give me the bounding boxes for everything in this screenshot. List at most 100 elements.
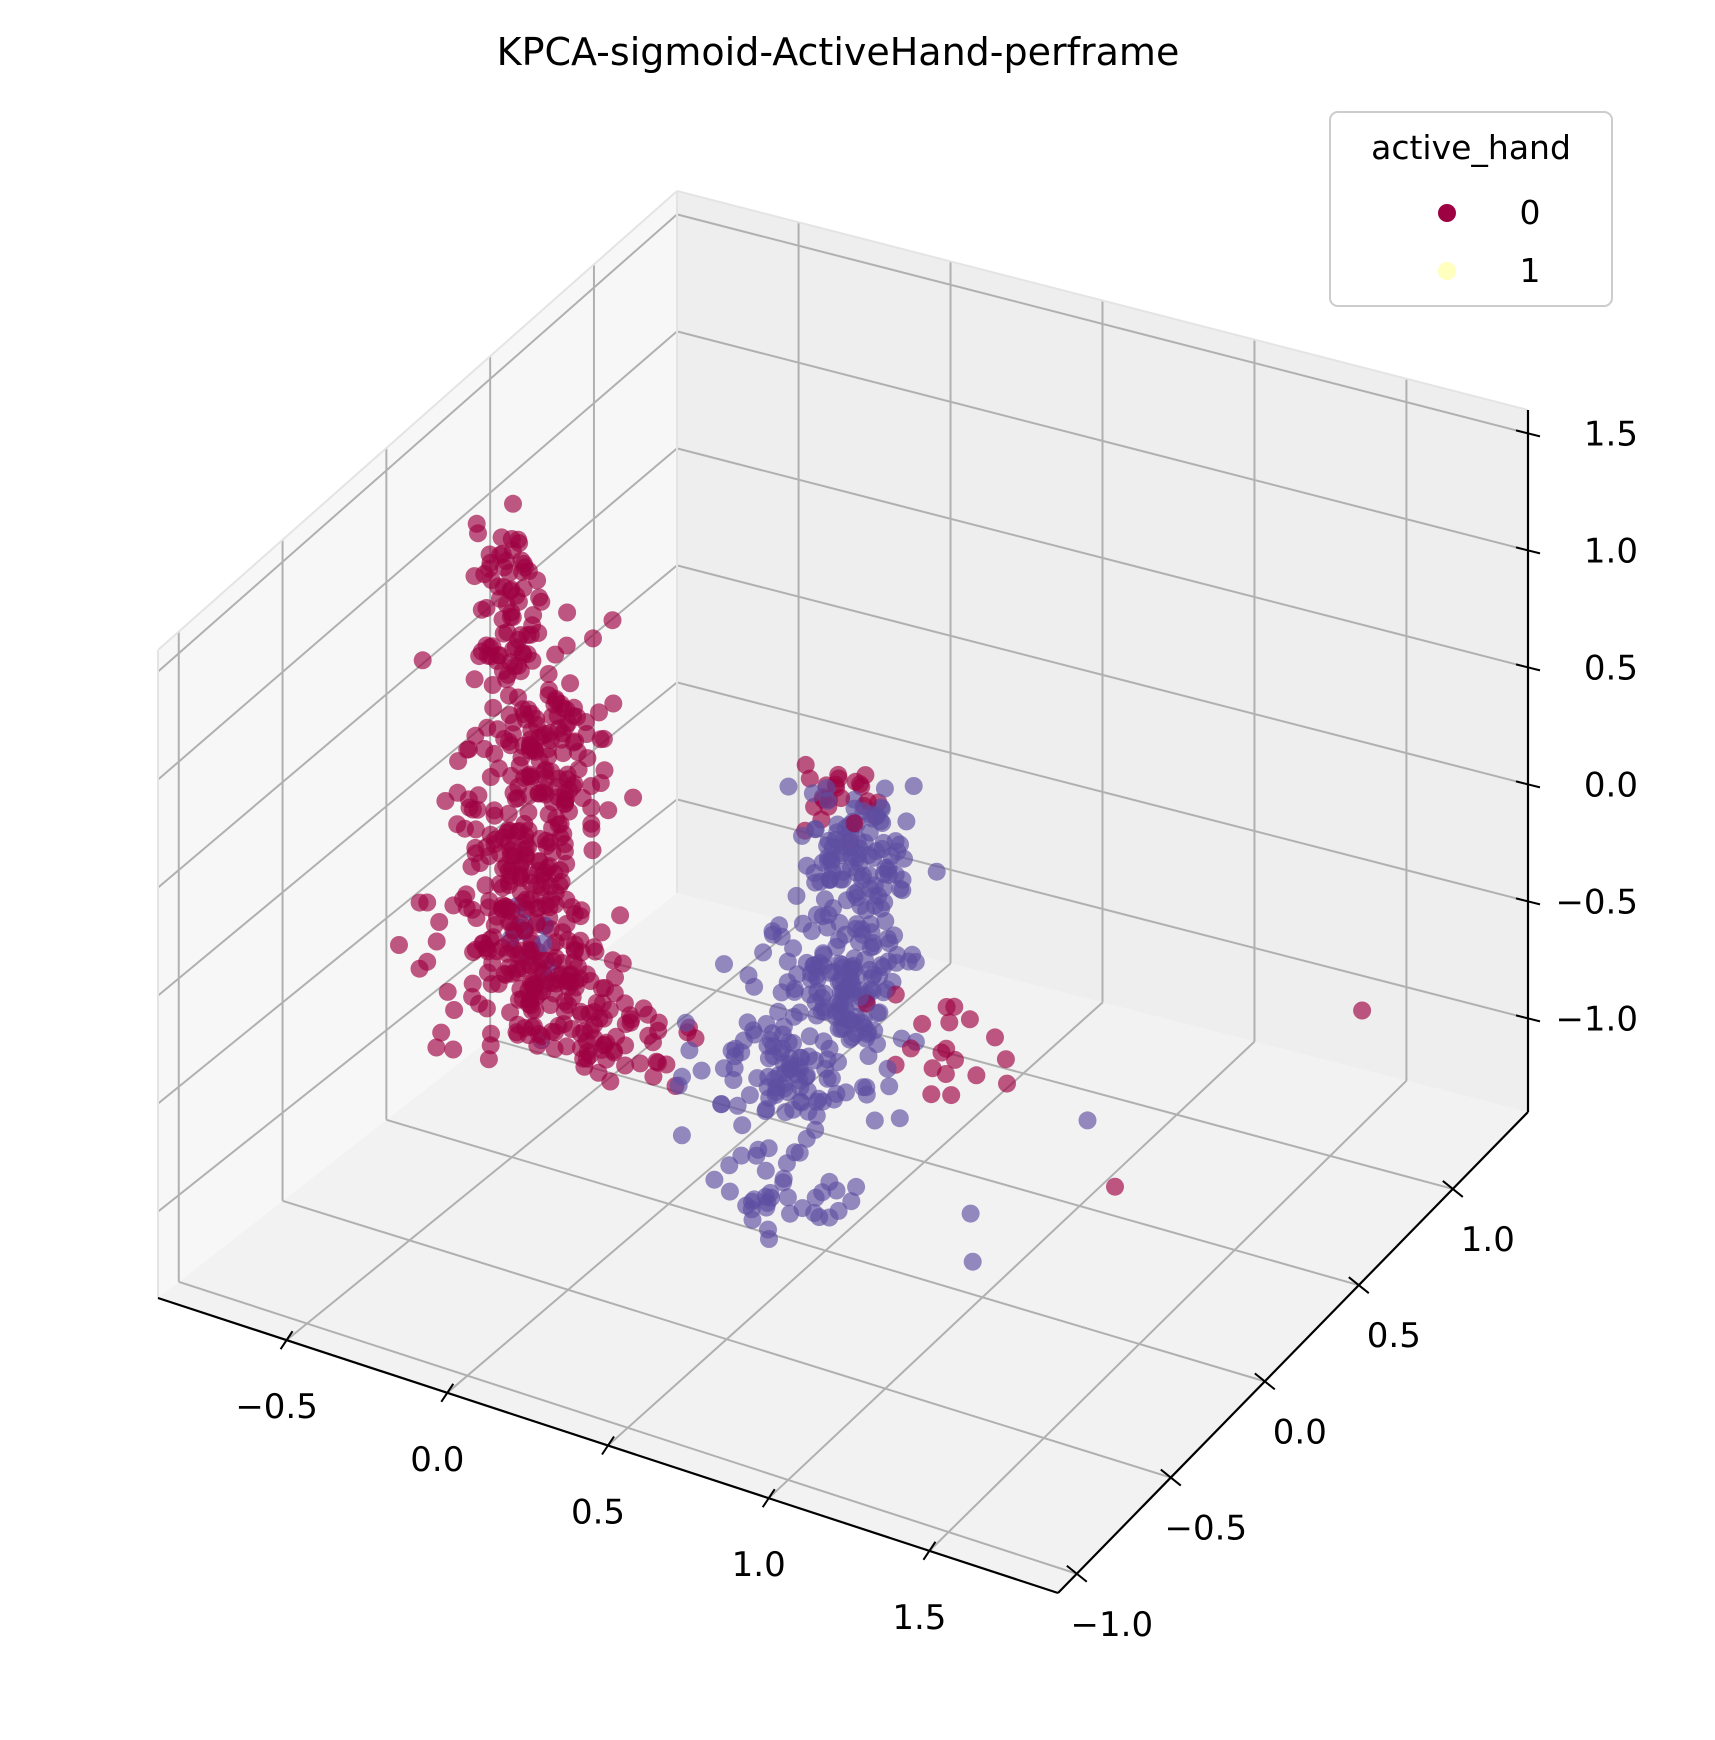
grid-z-wall-5 xyxy=(157,213,678,673)
point-1-70 xyxy=(897,812,916,831)
point-1-371 xyxy=(874,958,893,976)
point-0-914 xyxy=(496,965,515,984)
point-0-948 xyxy=(481,1036,500,1055)
point-0-163 xyxy=(561,674,580,693)
point-1-968 xyxy=(756,1161,775,1180)
z-tick-mark-0 xyxy=(1515,1014,1541,1023)
point-1-893 xyxy=(778,1188,797,1207)
point-0-607 xyxy=(510,534,529,553)
point-1-686 xyxy=(722,1041,741,1060)
point-1-267 xyxy=(778,952,797,971)
point-0-715 xyxy=(634,999,653,1018)
x-tick-label-1: 0.0 xyxy=(410,1440,464,1480)
point-0-711 xyxy=(649,1021,668,1040)
point-1-965 xyxy=(705,1170,724,1189)
point-0-858 xyxy=(540,898,559,917)
point-0-846 xyxy=(516,710,535,729)
point-0-798 xyxy=(480,847,499,866)
grid-x-floor-3 xyxy=(768,1040,1256,1499)
point-0-186 xyxy=(604,694,623,713)
x-tick-mark-2 xyxy=(601,1435,615,1456)
point-0-760 xyxy=(566,941,584,960)
point-0-322 xyxy=(578,749,597,768)
point-1-376 xyxy=(831,995,850,1014)
point-1-898 xyxy=(672,1126,691,1145)
point-1-156 xyxy=(787,886,806,905)
point-1-932 xyxy=(842,1192,861,1211)
point-1-406 xyxy=(961,1204,980,1223)
point-0-877 xyxy=(475,565,494,584)
point-0-594 xyxy=(483,676,502,694)
z-tick-label-5: 1.5 xyxy=(1584,414,1638,454)
point-0-792 xyxy=(480,545,499,564)
legend-label-1: 1 xyxy=(1520,251,1541,290)
point-0-922 xyxy=(390,936,408,954)
point-1-821 xyxy=(724,1071,743,1089)
x-tick-mark-3 xyxy=(761,1488,776,1508)
point-0-939 xyxy=(482,975,501,994)
point-0-323 xyxy=(504,494,522,513)
z-tick-mark-5 xyxy=(1515,429,1541,438)
point-0-604 xyxy=(644,1067,663,1086)
point-1-537 xyxy=(806,993,825,1012)
point-0-916 xyxy=(607,1027,626,1046)
point-0-430 xyxy=(564,733,583,752)
y-tick-label-4: 1.0 xyxy=(1461,1220,1515,1260)
point-0-19 xyxy=(796,755,815,774)
point-0-386 xyxy=(603,951,622,970)
point-1-147 xyxy=(817,779,836,798)
grid-y-floor-0 xyxy=(178,1280,1078,1575)
point-0-809 xyxy=(494,828,513,847)
point-0-900 xyxy=(555,1002,574,1020)
point-0-810 xyxy=(502,766,521,785)
grid-x-floor-2 xyxy=(607,1001,1104,1447)
point-1-941 xyxy=(827,1181,846,1200)
tick-labels: −0.5 0.0 0.5 1.0 1.5 −1.0 −0.5 0.0 0.5 1.0 −1.0 −0.… xyxy=(235,414,1638,1644)
point-1-231 xyxy=(859,1047,878,1065)
grid-z-wall-4 xyxy=(157,330,678,781)
point-1-272 xyxy=(813,853,832,872)
point-1-66 xyxy=(893,881,912,900)
left-wall-pane xyxy=(158,191,677,1298)
point-0-462 xyxy=(937,1039,956,1058)
point-0-786 xyxy=(467,514,486,533)
point-1-445 xyxy=(785,982,804,1001)
point-0-773 xyxy=(547,809,566,828)
point-1-820 xyxy=(712,1095,731,1114)
grid-z-back-2 xyxy=(676,564,1529,786)
z-tick-label-1: −0.5 xyxy=(1555,882,1638,922)
point-0-121 xyxy=(913,1014,932,1033)
z-tick-mark-3 xyxy=(1515,663,1541,672)
point-0-485 xyxy=(559,713,578,732)
point-1-975 xyxy=(781,1204,799,1223)
point-1-978 xyxy=(820,1208,839,1227)
z-tick-mark-1 xyxy=(1515,897,1541,906)
point-1-766 xyxy=(758,1036,777,1055)
point-0-414 xyxy=(557,636,576,655)
point-1-859 xyxy=(732,1146,751,1165)
point-1-190 xyxy=(879,866,898,885)
point-1-219 xyxy=(803,784,822,803)
point-1-286 xyxy=(800,1027,819,1046)
point-0-366 xyxy=(996,1050,1015,1069)
legend-title: active_hand xyxy=(1371,128,1571,167)
point-1-255 xyxy=(754,943,773,962)
point-0-320 xyxy=(942,1086,961,1105)
point-0-823 xyxy=(541,731,560,749)
point-0-698 xyxy=(541,996,560,1014)
point-0-782 xyxy=(592,923,611,942)
point-0-963 xyxy=(508,1025,527,1044)
point-0-544 xyxy=(582,814,601,833)
point-1-524 xyxy=(850,987,869,1006)
point-1-246 xyxy=(715,955,733,974)
chart-title: KPCA-sigmoid-ActiveHand-perframe xyxy=(497,30,1180,74)
z-tick-mark-2 xyxy=(1515,780,1541,789)
point-0-736 xyxy=(509,656,528,675)
point-1-326 xyxy=(863,969,881,988)
point-0-789 xyxy=(476,876,495,895)
point-1-832 xyxy=(669,1076,688,1095)
point-1-32 xyxy=(1078,1111,1097,1130)
point-1-826 xyxy=(680,1041,699,1060)
point-0-719 xyxy=(541,920,560,939)
point-0-461 xyxy=(539,686,558,705)
